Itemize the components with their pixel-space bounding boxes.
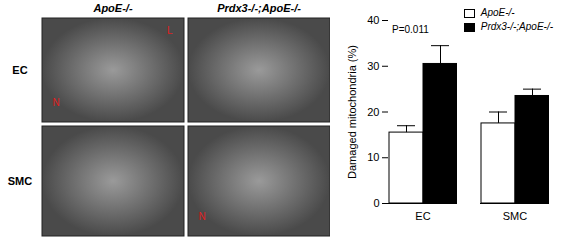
svg-text:30: 30 bbox=[367, 60, 379, 72]
svg-text:N: N bbox=[53, 97, 60, 108]
svg-text:SMC: SMC bbox=[8, 175, 33, 187]
svg-text:EC: EC bbox=[415, 210, 430, 222]
svg-text:40: 40 bbox=[367, 14, 379, 26]
svg-text:Damaged mitochondria (%): Damaged mitochondria (%) bbox=[346, 45, 358, 179]
svg-text:L: L bbox=[167, 25, 173, 36]
html-text:P=0.011: P=0.011 bbox=[392, 24, 429, 35]
svg-text:EC: EC bbox=[12, 64, 27, 76]
svg-text:Prdx3-/-;ApoE-/-: Prdx3-/-;ApoE-/- bbox=[217, 2, 301, 14]
html-text:ApoE-/-: ApoE-/- bbox=[480, 7, 515, 18]
svg-text:ApoE-/-: ApoE-/- bbox=[92, 2, 132, 14]
svg-text:20: 20 bbox=[367, 106, 379, 118]
svg-text:N: N bbox=[199, 211, 206, 222]
svg-text:0: 0 bbox=[373, 197, 379, 209]
svg-text:SMC: SMC bbox=[503, 210, 528, 222]
svg-text:10: 10 bbox=[367, 151, 379, 163]
html-text:Prdx3-/-;ApoE-/-: Prdx3-/-;ApoE-/- bbox=[480, 21, 553, 32]
